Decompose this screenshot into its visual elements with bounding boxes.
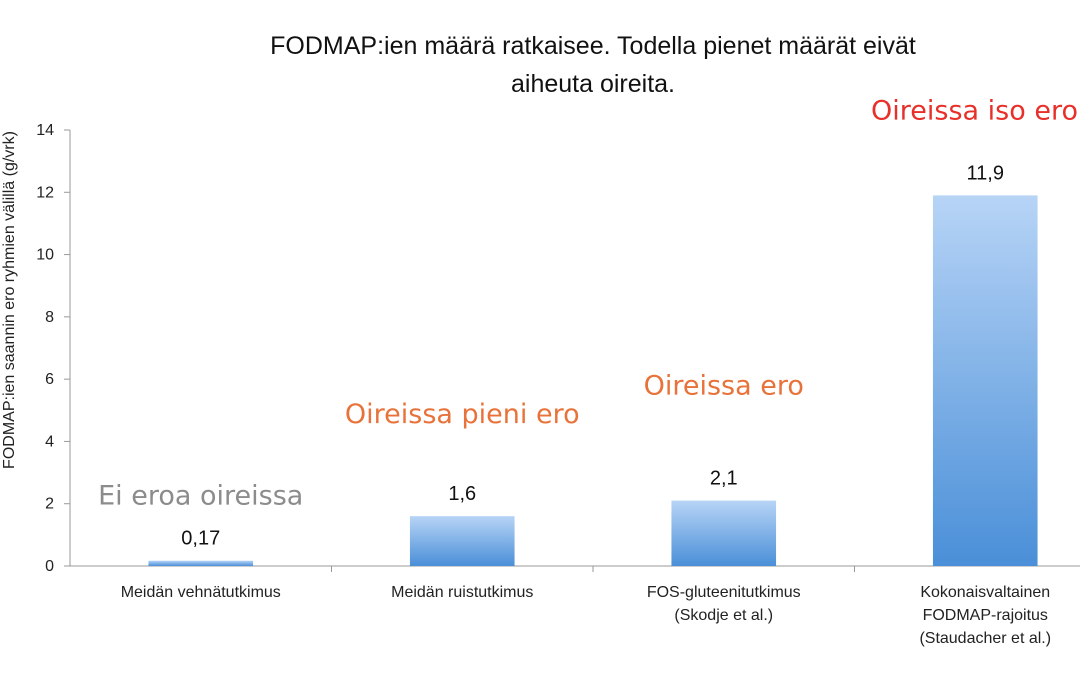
annotation-label: Ei eroa oireissa	[98, 481, 303, 512]
data-label: 11,9	[967, 162, 1004, 184]
y-tick-label: 10	[36, 247, 54, 264]
y-tick-label: 14	[36, 122, 54, 139]
bar	[671, 500, 777, 566]
chart-title-line-1: FODMAP:ien määrä ratkaisee. Todella pien…	[270, 32, 916, 60]
category-label: FODMAP-rajoitus	[923, 607, 1048, 624]
bar	[409, 516, 515, 566]
data-label: 2,1	[710, 468, 738, 490]
chart-title-line-2: aiheuta oireita.	[511, 70, 675, 98]
y-axis-label: FODMAP:ien saannin ero ryhmien välillä (…	[1, 131, 18, 469]
category-label: Kokonaisvaltainen	[920, 584, 1050, 601]
bar	[932, 195, 1038, 566]
category-label: (Skodje et al.)	[674, 607, 773, 624]
y-tick-label: 8	[45, 309, 54, 326]
annotation-label: Oireissa ero	[644, 371, 804, 402]
data-label: 0,17	[181, 528, 220, 550]
y-tick-label: 12	[36, 184, 54, 201]
annotation-label: Oireissa iso ero	[871, 95, 1078, 126]
category-label: FOS-gluteenitutkimus	[647, 584, 801, 601]
y-tick-label: 4	[45, 433, 54, 450]
category-label: Meidän ruistutkimus	[391, 584, 533, 601]
annotation-label: Oireissa pieni ero	[345, 399, 580, 430]
data-label: 1,6	[448, 483, 476, 505]
category-label: (Staudacher et al.)	[919, 630, 1051, 647]
category-label: Meidän vehnätutkimus	[121, 584, 281, 601]
y-tick-label: 6	[45, 371, 54, 388]
y-tick-label: 0	[45, 558, 54, 575]
bar	[148, 560, 254, 566]
y-tick-label: 2	[45, 496, 54, 513]
